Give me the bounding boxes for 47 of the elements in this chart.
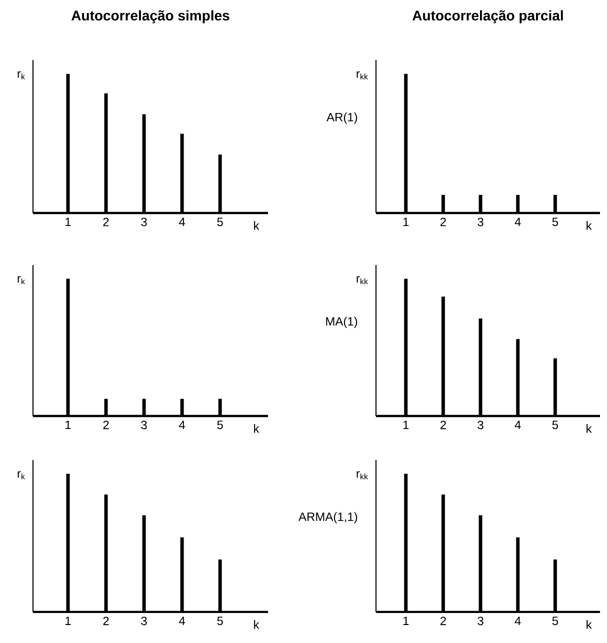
x-tick-label: 1 — [66, 420, 71, 429]
x-tick-label: 1 — [66, 218, 71, 226]
x-tick-label: 2 — [440, 420, 446, 430]
x-tick-label: 3 — [478, 420, 484, 430]
x-tick-label: 1 — [66, 616, 71, 625]
x-tick-label: 5 — [217, 616, 223, 626]
x-tick-label: 1 — [403, 218, 409, 226]
y-axis-title: r$_{kk}$ — [356, 276, 368, 284]
x-axis-title: k — [254, 221, 260, 230]
x-tick-label: 5 — [552, 218, 558, 226]
x-tick-label: 5 — [217, 420, 223, 430]
x-tick-label: 2 — [103, 616, 109, 626]
x-tick-label: 2 — [103, 420, 109, 430]
y-axis-title: r$_{k}$ — [18, 276, 25, 284]
y-axis-title: r$_{k}$ — [18, 471, 25, 480]
x-tick-label: 2 — [440, 218, 446, 226]
x-tick-label: 2 — [440, 616, 446, 626]
x-axis-title: k — [254, 424, 260, 433]
x-axis-title: k — [586, 620, 592, 629]
chart-title: Autocorrelação simples — [71, 10, 230, 24]
y-axis-title: r$_{k}$ — [18, 71, 25, 80]
x-tick-label: 5 — [552, 616, 558, 626]
y-axis-title: r$_{kk}$ — [356, 471, 368, 480]
x-axis-title: k — [254, 620, 260, 629]
x-tick-label: 5 — [552, 420, 558, 430]
x-tick-label: 1 — [403, 420, 409, 429]
x-tick-label: 2 — [103, 218, 109, 226]
y-axis-title: r$_{kk}$ — [356, 71, 368, 80]
chart-title: Autocorrelação parcial — [412, 10, 563, 24]
text: MA(1) — [326, 316, 358, 328]
text: AR(1) — [326, 112, 358, 124]
x-tick-label: 4 — [178, 218, 186, 226]
x-tick-label: 3 — [478, 218, 484, 226]
x-axis-title: k — [586, 221, 592, 230]
x-axis-title: k — [586, 424, 592, 433]
x-tick-label: 3 — [141, 616, 147, 626]
x-tick-label: 3 — [141, 218, 147, 226]
x-tick-label: 4 — [178, 420, 186, 429]
x-tick-label: 4 — [178, 616, 186, 625]
x-tick-label: 3 — [478, 616, 484, 626]
x-tick-label: 3 — [141, 420, 147, 430]
x-tick-label: 5 — [217, 218, 223, 226]
x-tick-label: 4 — [514, 218, 521, 226]
x-tick-label: 1 — [403, 616, 409, 625]
text: ARMA(1,1) — [298, 512, 358, 524]
x-tick-label: 4 — [514, 420, 521, 429]
x-tick-label: 4 — [514, 616, 521, 625]
